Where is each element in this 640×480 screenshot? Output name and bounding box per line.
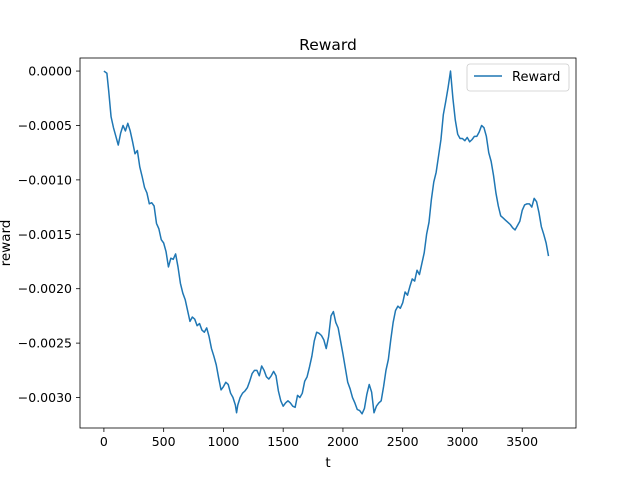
x-axis: 0 500 1000 1500 2000 2500 3000 3500 bbox=[100, 428, 538, 449]
y-tick-label: −0.0010 bbox=[18, 172, 72, 187]
y-tick-label: 0.0000 bbox=[28, 64, 72, 79]
legend: Reward bbox=[466, 63, 570, 92]
legend-label-reward: Reward bbox=[512, 70, 560, 85]
x-tick-label: 500 bbox=[152, 434, 176, 449]
series-layer bbox=[103, 70, 550, 415]
y-tick-label: −0.0020 bbox=[18, 281, 72, 296]
series-line-reward bbox=[103, 70, 550, 415]
y-tick-label: −0.0025 bbox=[18, 336, 72, 351]
x-tick-label: 3500 bbox=[506, 434, 538, 449]
plot-frame bbox=[79, 57, 577, 429]
chart-title: Reward bbox=[299, 36, 357, 54]
y-tick-label: −0.0030 bbox=[18, 390, 72, 405]
legend-box bbox=[466, 63, 570, 92]
x-tick-label: 1500 bbox=[267, 434, 299, 449]
x-tick-label: 1000 bbox=[208, 434, 240, 449]
x-tick-label: 0 bbox=[100, 434, 108, 449]
y-tick-label: −0.0015 bbox=[18, 227, 72, 242]
x-axis-label: t bbox=[325, 455, 330, 471]
y-axis-label: reward bbox=[0, 220, 14, 267]
x-tick-label: 3000 bbox=[447, 434, 479, 449]
y-axis: 0.0000 −0.0005 −0.0010 −0.0015 −0.0020 −0.002… bbox=[18, 64, 80, 405]
x-tick-label: 2500 bbox=[387, 434, 419, 449]
x-tick-label: 2000 bbox=[327, 434, 359, 449]
y-tick-label: −0.0005 bbox=[18, 118, 72, 133]
